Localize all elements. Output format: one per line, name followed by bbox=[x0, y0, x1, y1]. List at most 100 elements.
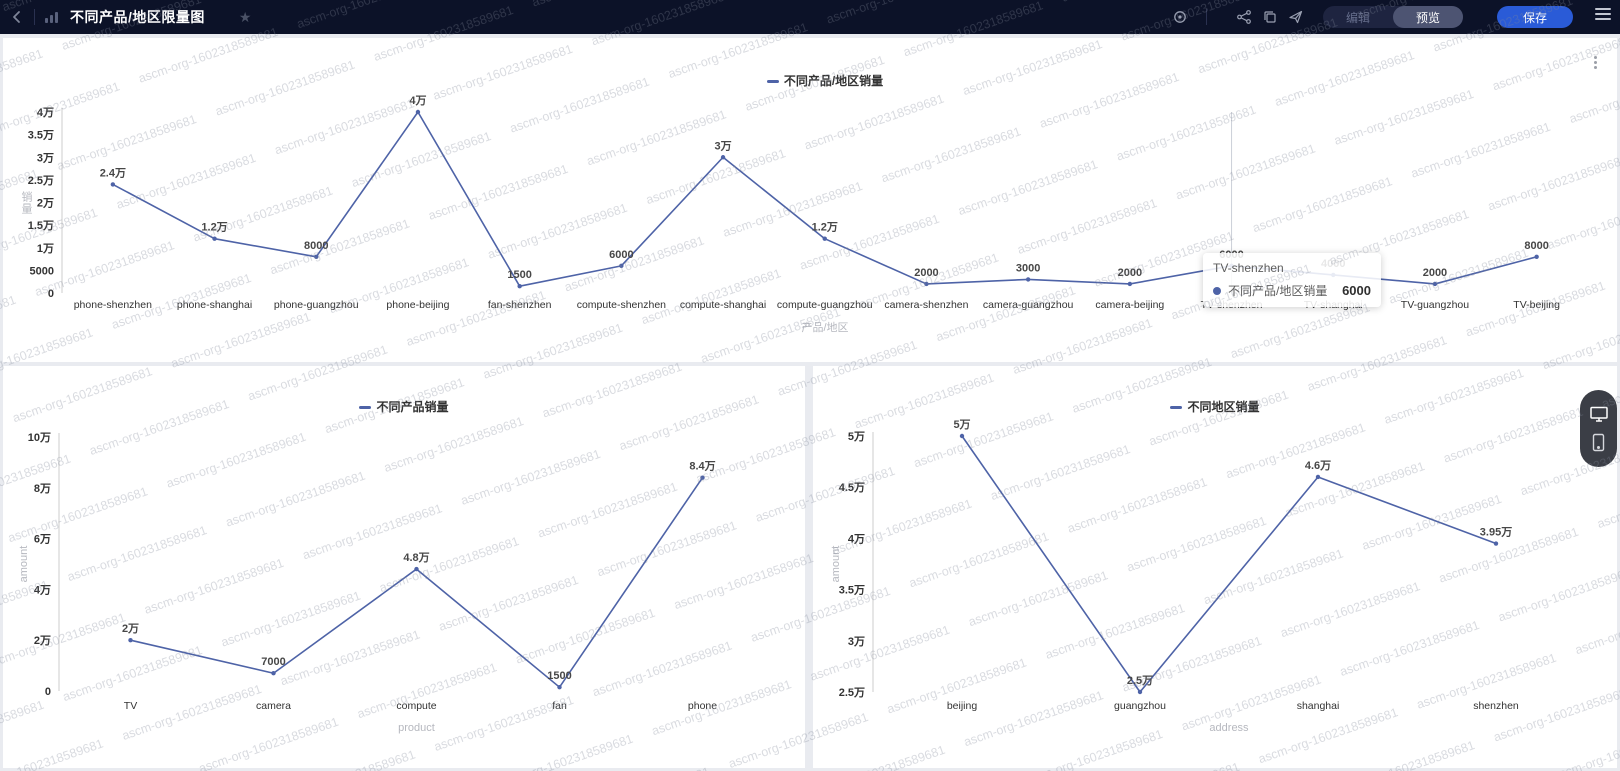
tooltip-title: TV-shenzhen bbox=[1213, 261, 1284, 275]
x-tick-label: camera bbox=[256, 700, 291, 712]
data-point[interactable] bbox=[314, 254, 319, 259]
data-point[interactable] bbox=[271, 671, 276, 676]
copy-icon[interactable] bbox=[1262, 0, 1278, 34]
legend-line-marker bbox=[359, 406, 372, 409]
data-point[interactable] bbox=[1432, 281, 1438, 287]
x-tick-label: compute bbox=[396, 700, 436, 712]
data-point[interactable] bbox=[1127, 281, 1133, 287]
preview-button[interactable]: 预览 bbox=[1393, 6, 1463, 28]
x-tick-label: beijing bbox=[947, 700, 978, 712]
mode-segmented-control: 编辑 预览 bbox=[1323, 6, 1463, 28]
share-icon[interactable] bbox=[1236, 0, 1252, 34]
x-tick-label: TV-guangzhou bbox=[1401, 299, 1469, 311]
data-point[interactable] bbox=[414, 566, 419, 572]
legend-line-marker bbox=[1170, 406, 1183, 409]
data-label: 8000 bbox=[304, 240, 328, 252]
x-axis-title: product bbox=[398, 722, 435, 734]
top-bar: 不同产品/地区限量图 ★ 编辑 预览 保存 bbox=[0, 0, 1620, 34]
data-point[interactable] bbox=[959, 433, 965, 439]
y-tick-label: 8万 bbox=[34, 482, 51, 495]
header-divider bbox=[34, 9, 35, 25]
y-tick-label: 0 bbox=[48, 288, 54, 300]
x-tick-label: TV-beijing bbox=[1513, 299, 1560, 311]
save-button[interactable]: 保存 bbox=[1497, 6, 1573, 28]
x-tick-label: compute-shenzhen bbox=[577, 299, 666, 311]
settings-icon[interactable] bbox=[1172, 0, 1188, 34]
data-point[interactable] bbox=[924, 281, 929, 287]
star-icon[interactable]: ★ bbox=[238, 8, 252, 25]
data-label: 5万 bbox=[953, 418, 970, 431]
data-label: 7000 bbox=[261, 656, 285, 668]
x-tick-label: guangzhou bbox=[1114, 700, 1166, 712]
data-point[interactable] bbox=[517, 284, 522, 289]
data-label: 2000 bbox=[914, 267, 938, 279]
more-options-icon[interactable] bbox=[1594, 56, 1597, 69]
legend-product-region[interactable]: 不同产品/地区销量 bbox=[3, 72, 1617, 89]
data-label: 4.8万 bbox=[403, 551, 429, 564]
data-label: 8000 bbox=[1524, 240, 1548, 252]
data-label: 2.4万 bbox=[100, 166, 126, 179]
tooltip-series-dot bbox=[1213, 286, 1221, 295]
x-tick-label: phone-beijing bbox=[386, 299, 449, 311]
y-tick-label: 5000 bbox=[30, 265, 54, 277]
back-icon[interactable] bbox=[10, 10, 24, 24]
data-point[interactable] bbox=[1493, 541, 1499, 546]
data-point[interactable] bbox=[415, 109, 421, 115]
x-tick-label: fan bbox=[552, 700, 567, 712]
data-point[interactable] bbox=[700, 475, 705, 480]
data-point[interactable] bbox=[557, 684, 562, 690]
x-tick-label: camera-shenzhen bbox=[884, 299, 968, 311]
data-point[interactable] bbox=[822, 236, 827, 241]
data-point[interactable] bbox=[619, 263, 624, 269]
line-chart-product: 0 2万 4万 6万 8万 10万 amount TV camera compute fan phon… bbox=[18, 431, 717, 734]
y-tick-label: 4万 bbox=[37, 106, 54, 119]
data-point[interactable] bbox=[1137, 689, 1143, 695]
x-tick-label: phone-shenzhen bbox=[74, 299, 152, 311]
x-tick-label: shanghai bbox=[1297, 700, 1340, 712]
mobile-view-icon[interactable] bbox=[1592, 433, 1605, 452]
x-tick-label: camera-guangzhou bbox=[983, 299, 1074, 311]
toolbar-divider bbox=[1206, 9, 1207, 25]
bar-chart-icon bbox=[45, 11, 58, 23]
legend-region[interactable]: 不同地区销量 bbox=[813, 398, 1617, 415]
data-label: 4.6万 bbox=[1305, 459, 1331, 472]
y-tick-label: 5万 bbox=[848, 430, 865, 443]
y-axis-title: amount bbox=[18, 546, 30, 583]
edit-button[interactable]: 编辑 bbox=[1323, 6, 1393, 28]
data-point[interactable] bbox=[1534, 254, 1539, 259]
data-label: 1.2万 bbox=[812, 221, 838, 234]
data-point[interactable] bbox=[720, 155, 726, 160]
x-tick-label: compute-guangzhou bbox=[777, 299, 873, 311]
data-point[interactable] bbox=[1025, 277, 1031, 282]
chart-tooltip: TV-shenzhen 不同产品/地区销量 6000 bbox=[1203, 253, 1381, 307]
data-point[interactable] bbox=[212, 236, 217, 241]
y-tick-label: 1万 bbox=[37, 242, 54, 255]
data-label: 1500 bbox=[507, 269, 531, 281]
desktop-view-icon[interactable] bbox=[1589, 405, 1609, 423]
y-tick-label: 4万 bbox=[848, 532, 865, 545]
y-tick-label: 3.5万 bbox=[28, 129, 54, 142]
data-label: 1.2万 bbox=[201, 221, 227, 234]
data-label: 3万 bbox=[714, 139, 731, 152]
x-axis-title: 产品/地区 bbox=[801, 320, 848, 334]
device-toggle bbox=[1580, 390, 1617, 467]
data-label: 2万 bbox=[122, 622, 139, 635]
series-line[interactable] bbox=[961, 435, 1497, 693]
menu-icon[interactable] bbox=[1595, 8, 1611, 20]
data-point[interactable] bbox=[128, 638, 133, 643]
y-tick-label: 3万 bbox=[848, 635, 865, 648]
x-axis-title: address bbox=[1209, 722, 1249, 734]
tooltip-value: 6000 bbox=[1342, 283, 1371, 298]
data-point[interactable] bbox=[1315, 474, 1321, 480]
data-label: 2000 bbox=[1423, 267, 1447, 279]
x-tick-label: phone bbox=[688, 700, 717, 712]
legend-product[interactable]: 不同产品销量 bbox=[3, 398, 805, 415]
data-point[interactable] bbox=[110, 182, 116, 187]
series-line[interactable] bbox=[130, 477, 704, 688]
x-tick-label: phone-guangzhou bbox=[274, 299, 359, 311]
y-tick-label: 1.5万 bbox=[28, 219, 54, 232]
send-icon[interactable] bbox=[1288, 0, 1304, 34]
y-tick-label: 4.5万 bbox=[839, 481, 865, 494]
x-tick-label: compute-shanghai bbox=[680, 299, 766, 311]
y-tick-label: 0 bbox=[45, 686, 51, 698]
